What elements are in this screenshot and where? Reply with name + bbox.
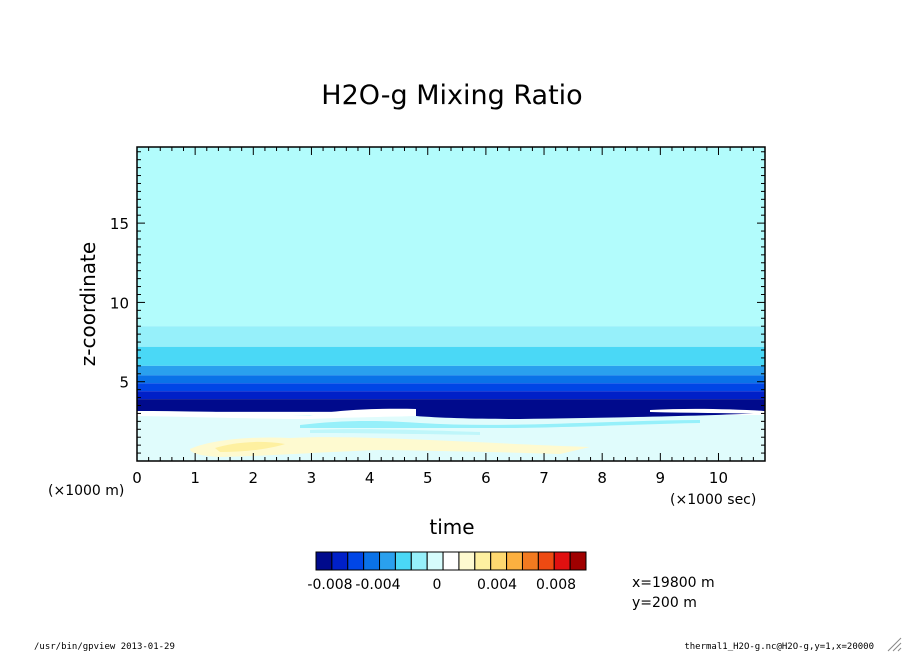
- colorbar-swatch: [363, 551, 381, 571]
- contour-layers: [137, 147, 765, 412]
- x-tick-label: 3: [307, 469, 317, 487]
- x-tick-label: 1: [190, 469, 200, 487]
- colorbar-swatch: [347, 551, 365, 571]
- x-tick-label: 2: [249, 469, 259, 487]
- near-surface-features: [137, 404, 765, 461]
- colorbar-swatch: [410, 551, 428, 571]
- axis-ticks: 0 1 2 3 4 5 6 7 8 9 10 5 10 15: [110, 147, 766, 487]
- colorbar-swatch: [474, 551, 492, 571]
- colorbar-swatch: [315, 551, 333, 571]
- colorbar-swatch: [490, 551, 508, 571]
- x-tick-label: 0: [132, 469, 142, 487]
- colorbar-swatch: [521, 551, 539, 571]
- colorbar: -0.008 -0.004 0 0.004 0.008: [307, 551, 587, 593]
- x-tick-label: 8: [597, 469, 607, 487]
- colorbar-swatch: [442, 551, 460, 571]
- colorbar-swatch: [506, 551, 523, 571]
- x-axis-label: time: [429, 515, 474, 539]
- white-gap-left: [137, 408, 416, 419]
- plot-area: 0 1 2 3 4 5 6 7 8 9 10 5 10 15: [110, 146, 766, 487]
- colorbar-swatch: [553, 551, 571, 571]
- x-tick-label: 6: [481, 469, 491, 487]
- x-tick-label: 7: [539, 469, 549, 487]
- colorbar-tick-label: 0: [433, 577, 442, 593]
- colorbar-tick-label: -0.008: [307, 577, 352, 593]
- x-axis-unit: (×1000 sec): [670, 492, 756, 508]
- colorbar-swatch: [569, 551, 587, 571]
- y-tick-label: 15: [110, 215, 129, 233]
- contour-band-band3: [137, 365, 765, 376]
- y-axis-label: z-coordinate: [76, 242, 100, 366]
- dark-core: [416, 404, 765, 419]
- contour-band-band2: [137, 346, 765, 366]
- x-tick-label: 9: [656, 469, 666, 487]
- x-tick-label: 5: [423, 469, 433, 487]
- white-gap-right: [650, 408, 765, 414]
- colorbar-swatch: [331, 551, 349, 571]
- colorbar-tick-label: 0.004: [477, 577, 517, 593]
- colorbar-swatch: [458, 551, 476, 571]
- contour-band-band1: [137, 326, 765, 347]
- x-tick-label: 4: [365, 469, 375, 487]
- contour-band-band5: [137, 383, 765, 392]
- chart-title: H2O-g Mixing Ratio: [321, 80, 582, 111]
- footer-right: thermal1_H2O-g.nc@H2O-g,y=1,x=20000: [684, 642, 874, 652]
- x-tick-label: 10: [709, 469, 728, 487]
- footer-left: /usr/bin/gpview 2013-01-29: [34, 642, 175, 652]
- colorbar-swatch: [426, 551, 444, 571]
- colorbar-tick-label: -0.004: [355, 577, 400, 593]
- contour-band-upper: [137, 147, 765, 327]
- contour-band-band6: [137, 391, 765, 400]
- colorbar-tick-label: 0.008: [536, 577, 576, 593]
- moist-anomaly-1: [190, 437, 590, 457]
- blue-wisp-2: [310, 429, 480, 435]
- annotation-x: x=19800 m: [632, 575, 715, 591]
- colorbar-swatch: [394, 551, 412, 571]
- contour-band-band4: [137, 375, 765, 384]
- y-tick-label: 10: [110, 294, 129, 312]
- colorbar-swatch: [379, 551, 396, 571]
- y-tick-label: 5: [119, 374, 129, 392]
- annotation-y: y=200 m: [632, 595, 697, 611]
- moist-anomaly-2: [215, 441, 285, 452]
- colorbar-swatch: [537, 551, 555, 571]
- resize-grip-icon[interactable]: [886, 636, 902, 652]
- blue-wisp-1: [300, 420, 700, 428]
- y-axis-unit: (×1000 m): [48, 483, 124, 499]
